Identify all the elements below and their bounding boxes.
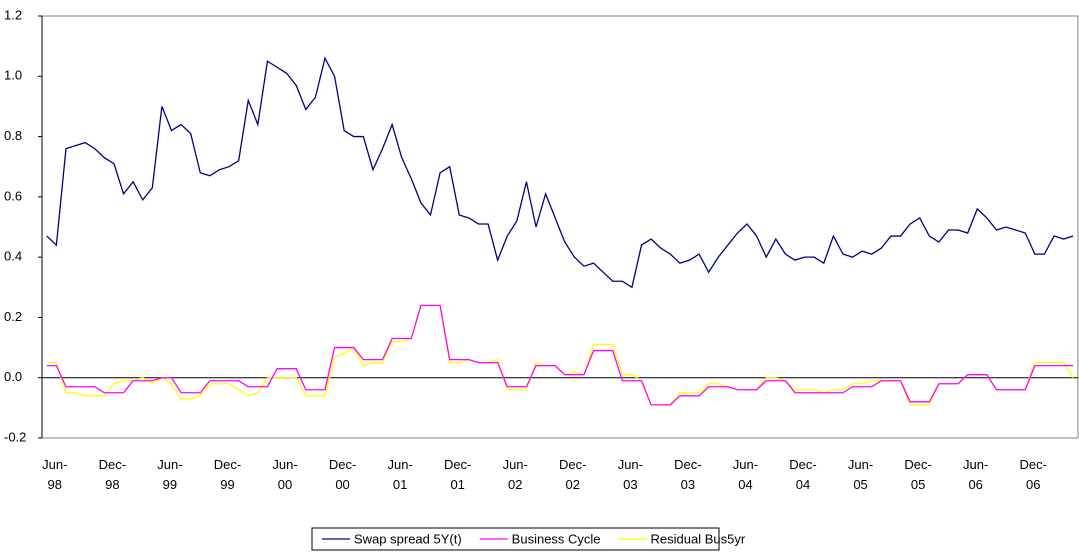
x-tick-label: Dec-98 xyxy=(98,457,127,492)
x-tick-label: Jun-01 xyxy=(387,457,413,492)
series-line xyxy=(46,304,1074,406)
x-tick-label: Jun-00 xyxy=(272,457,298,492)
x-tick-label: Jun-04 xyxy=(732,457,759,492)
x-tick-label: Jun-98 xyxy=(42,457,68,492)
y-tick-label: 0.2 xyxy=(4,309,22,324)
series-line xyxy=(46,304,1074,406)
legend-label: Residual Bus5yr xyxy=(651,531,746,546)
y-tick-label: 0.6 xyxy=(4,188,22,203)
plot-frame xyxy=(41,15,1079,439)
y-tick-label: -0.2 xyxy=(4,429,26,444)
x-tick-label: Dec-03 xyxy=(674,457,702,492)
y-tick-label: 1.2 xyxy=(4,7,22,22)
legend-label: Business Cycle xyxy=(512,531,601,546)
x-tick-label: Dec-02 xyxy=(559,457,587,492)
series-line xyxy=(46,56,1074,289)
y-tick-label: 0.8 xyxy=(4,128,22,143)
y-tick-label: 1.0 xyxy=(4,68,22,83)
x-tick-label: Dec-00 xyxy=(328,457,357,492)
x-tick-label: Dec-99 xyxy=(213,457,242,492)
x-tick-label: Jun-06 xyxy=(963,457,989,492)
x-tick-label: Jun-02 xyxy=(502,457,528,492)
y-tick-label: 0.4 xyxy=(4,249,22,264)
x-tick-label: Dec-04 xyxy=(789,457,817,492)
x-tick-label: Jun-03 xyxy=(617,457,643,492)
legend-box xyxy=(311,527,720,551)
x-tick-label: Jun-05 xyxy=(847,457,874,492)
x-tick-label: Jun-99 xyxy=(157,457,183,492)
x-tick-label: Dec-05 xyxy=(904,457,932,492)
x-tick-label: Dec-06 xyxy=(1019,457,1047,492)
legend-label: Swap spread 5Y(t) xyxy=(354,531,462,546)
y-tick-label: 0.0 xyxy=(4,369,22,384)
legend: Swap spread 5Y(t) Business Cycle Residual … xyxy=(311,527,746,551)
x-tick-label: Dec-01 xyxy=(443,457,472,492)
